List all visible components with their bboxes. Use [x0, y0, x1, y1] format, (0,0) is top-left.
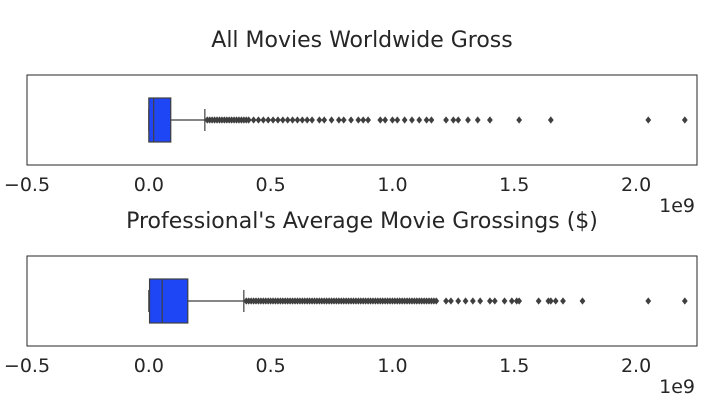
outlier-point: [284, 116, 291, 124]
outlier-point: [265, 116, 272, 124]
outlier-point: [279, 116, 286, 124]
outlier-point: [304, 116, 311, 124]
outlier-point: [328, 116, 335, 124]
outlier-point: [316, 116, 323, 124]
plot-frame: [26, 74, 698, 166]
box-plot-marks: [148, 278, 688, 324]
panel-all-movies-worldwide-gross: All Movies Worldwide Gross −0.5 0.0 0.5 1.0…: [4, 28, 698, 217]
outlier-point: [335, 116, 342, 124]
outlier-point: [579, 297, 586, 305]
x-tick-label: −0.5: [4, 355, 50, 377]
x-tick-label: 0.5: [256, 355, 286, 377]
outlier-point: [547, 116, 554, 124]
outlier-point: [455, 116, 462, 124]
outlier-point: [465, 116, 471, 124]
outlier-point: [309, 116, 315, 124]
outlier-point: [409, 116, 415, 124]
outlier-point: [340, 116, 347, 124]
outlier-point: [275, 116, 281, 124]
outlier-point: [681, 297, 688, 305]
x-tick-label: 0.0: [134, 355, 164, 377]
outlier-point: [250, 116, 257, 124]
x-tick-label: 2.0: [621, 355, 651, 377]
x-tick-label: 1.0: [377, 355, 407, 377]
outlier-point: [443, 116, 449, 124]
outlier-point: [294, 116, 301, 124]
x-axis-ticks: −0.5 0.0 0.5 1.0 1.5 2.0: [4, 174, 651, 196]
outlier-point: [355, 116, 362, 124]
plot-frame: [26, 255, 698, 347]
outlier-point: [535, 297, 542, 305]
outlier-point: [245, 116, 252, 124]
outlier-point: [508, 297, 515, 305]
x-axis-ticks: −0.5 0.0 0.5 1.0 1.5 2.0: [4, 355, 651, 377]
x-tick-label: −0.5: [4, 174, 50, 196]
outlier-point: [469, 297, 476, 305]
outlier-point: [455, 297, 462, 305]
panel-professionals-average-movie-grossings: Professional's Average Movie Grossings (…: [4, 209, 698, 398]
outlier-point: [491, 297, 498, 305]
outlier-point: [681, 116, 688, 124]
outlier-point: [401, 116, 408, 124]
x-scale-label: 1e9: [659, 376, 695, 398]
x-tick-label: 1.5: [499, 174, 529, 196]
outlier-point: [360, 116, 367, 124]
x-tick-label: 2.0: [621, 174, 651, 196]
x-scale-label: 1e9: [659, 195, 695, 217]
chart-title: All Movies Worldwide Gross: [211, 28, 512, 53]
outlier-point: [443, 297, 449, 305]
outlier-point: [428, 116, 435, 124]
outlier-point: [416, 116, 423, 124]
outlier-point: [255, 116, 262, 124]
x-tick-label: 0.5: [256, 174, 286, 196]
chart-title: Professional's Average Movie Grossings (…: [126, 209, 598, 234]
outlier-point: [448, 297, 454, 305]
iqr-box: [148, 97, 172, 143]
x-tick-label: 1.5: [499, 355, 529, 377]
outlier-point: [260, 116, 267, 124]
iqr-box: [148, 278, 189, 324]
outlier-point: [365, 116, 371, 124]
outlier-point: [552, 297, 559, 305]
outlier-point: [433, 297, 440, 305]
outlier-point: [477, 297, 484, 305]
outlier-point: [516, 116, 523, 124]
outlier-point: [299, 116, 306, 124]
x-tick-label: 1.0: [377, 174, 407, 196]
outlier-point: [270, 116, 276, 124]
outlier-point: [645, 116, 652, 124]
outlier-point: [394, 116, 401, 124]
x-tick-label: 0.0: [134, 174, 164, 196]
outlier-point: [560, 297, 566, 305]
outlier-point: [501, 297, 508, 305]
outlier-point: [389, 116, 396, 124]
box-plot-marks: [148, 97, 688, 143]
outlier-point: [321, 116, 328, 124]
outlier-point: [645, 297, 652, 305]
outlier-point: [450, 116, 457, 124]
outlier-point: [382, 116, 389, 124]
outlier-point: [289, 116, 296, 124]
outlier-point: [474, 116, 481, 124]
outlier-point: [377, 116, 384, 124]
outlier-point: [348, 116, 354, 124]
outlier-point: [487, 116, 493, 124]
outlier-point: [516, 297, 523, 305]
outlier-point: [423, 116, 430, 124]
outlier-point: [547, 297, 554, 305]
outlier-point: [462, 297, 469, 305]
outlier-point: [487, 297, 493, 305]
